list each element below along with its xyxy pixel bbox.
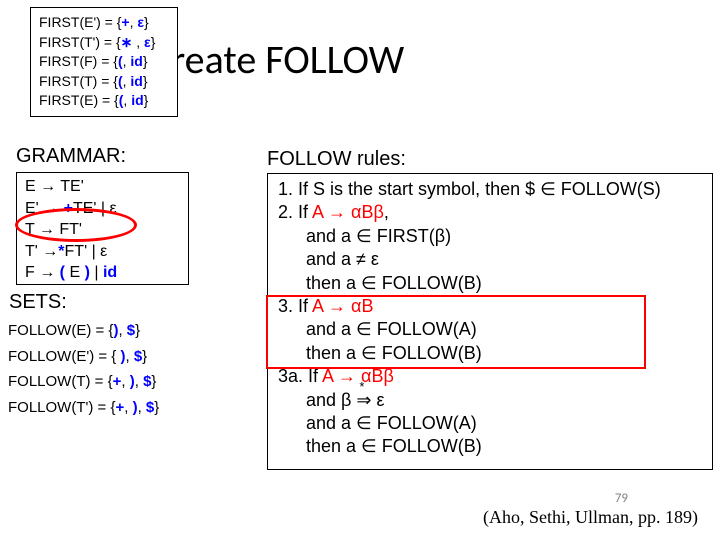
rule-1: 1. If S is the start symbol, then $ ∈ FO… xyxy=(278,178,702,201)
follow-rules-label: FOLLOW rules: xyxy=(267,148,406,171)
grammar-l2: E' → +TE' | ε xyxy=(25,198,180,220)
rule-2d: then a ∈ FOLLOW(B) xyxy=(278,272,702,295)
sets-l3: FOLLOW(T) = {+, ), $} xyxy=(8,369,209,395)
first-sets-box: FIRST(E') = {+, ε} FIRST(T') = {∗ , ε} F… xyxy=(30,7,178,117)
rule-3a-b: and β *⇒ ε xyxy=(278,389,702,412)
first-l2: FIRST(T') = {∗ , ε} xyxy=(39,33,169,53)
rule-2: 2. If A → αBβ, xyxy=(278,201,702,224)
sets-l2: FOLLOW(E') = { ), $} xyxy=(8,344,209,370)
rule-3a: 3a. If A → αBβ xyxy=(278,365,702,388)
follow-rules-box: 1. If S is the start symbol, then $ ∈ FO… xyxy=(267,173,713,470)
citation: (Aho, Sethi, Ullman, pp. 189) xyxy=(483,507,698,528)
rule-3a-d: then a ∈ FOLLOW(B) xyxy=(278,435,702,458)
grammar-label: GRAMMAR: xyxy=(16,145,126,168)
first-l5: FIRST(E) = {(, id} xyxy=(39,91,169,111)
rule-2c: and a ≠ ε xyxy=(278,248,702,271)
first-l4: FIRST(T) = {(, id} xyxy=(39,72,169,92)
grammar-l5: F → ( E ) | id xyxy=(25,262,180,284)
rule-3: 3. If A → αB xyxy=(278,295,702,318)
rule-3a-c: and a ∈ FOLLOW(A) xyxy=(278,412,702,435)
rule-3c: then a ∈ FOLLOW(B) xyxy=(278,342,702,365)
page-number: 79 xyxy=(615,491,628,506)
sets-l1: FOLLOW(E) = {), $} xyxy=(8,318,209,344)
grammar-l4: T' →*FT' | ε xyxy=(25,241,180,263)
grammar-l3: T → FT' xyxy=(25,219,180,241)
grammar-box: E → TE' E' → +TE' | ε T → FT' T' →*FT' |… xyxy=(16,172,189,285)
follow-sets-box: FOLLOW(E) = {), $} FOLLOW(E') = { ), $} … xyxy=(8,318,209,420)
first-l3: FIRST(F) = {(, id} xyxy=(39,52,169,72)
first-l1: FIRST(E') = {+, ε} xyxy=(39,13,169,33)
sets-label: SETS: xyxy=(9,291,67,314)
sets-l4: FOLLOW(T') = {+, ), $} xyxy=(8,395,209,421)
rule-3b: and a ∈ FOLLOW(A) xyxy=(278,318,702,341)
grammar-l1: E → TE' xyxy=(25,176,180,198)
rule-2b: and a ∈ FIRST(β) xyxy=(278,225,702,248)
